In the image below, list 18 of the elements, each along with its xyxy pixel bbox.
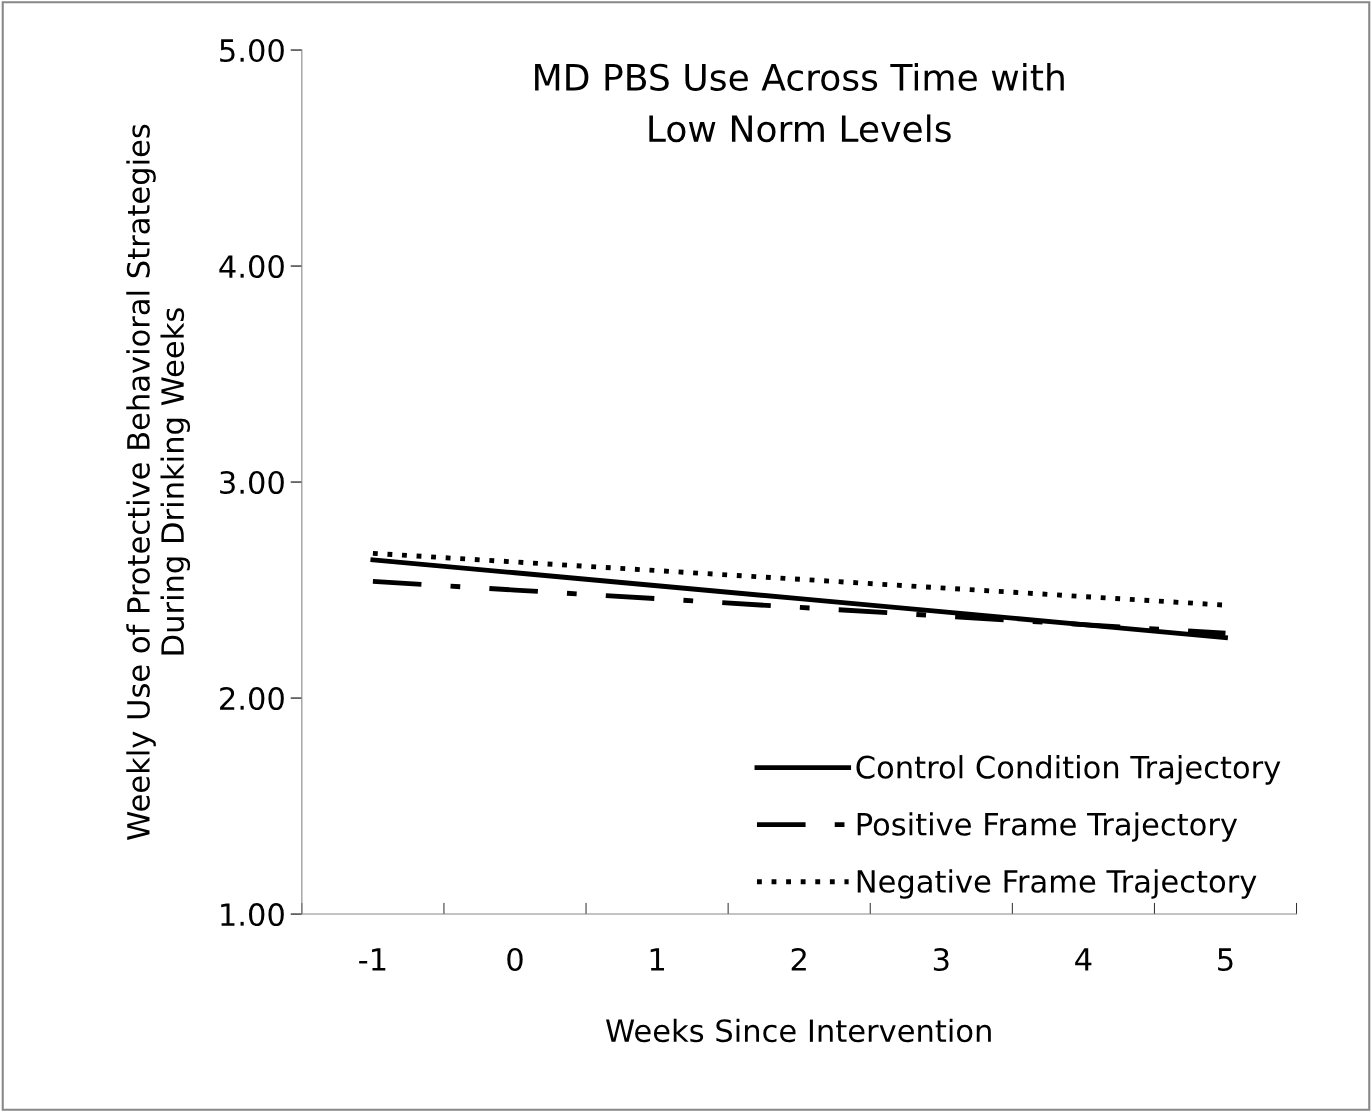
y-tick-label: 5.00 bbox=[220, 38, 284, 63]
y-tick-label: 2.00 bbox=[220, 686, 284, 711]
x-tick-label: 3 bbox=[933, 947, 949, 972]
y-tick-label: 1.00 bbox=[221, 902, 284, 927]
x-tick-label: 5 bbox=[1218, 948, 1233, 972]
x-tick-label: 4 bbox=[1075, 948, 1092, 971]
y-tick-label: 4.00 bbox=[219, 254, 284, 279]
x-tick-label: 1 bbox=[650, 948, 664, 971]
x-axis-title: Weeks Since Intervention bbox=[606, 1018, 991, 1043]
legend-label: Control Condition Trajectory bbox=[856, 755, 1281, 785]
x-tick-label: 0 bbox=[507, 947, 523, 972]
text: MD PBS Use Across Time with Low Norm Levels bbox=[535, 63, 1064, 143]
legend-label: Negative Frame Trajectory bbox=[857, 869, 1257, 899]
x-tick-label: -1 bbox=[359, 948, 386, 971]
legend-label: Positive Frame Trajectory bbox=[857, 812, 1238, 842]
y-axis-title: Weekly Use of Protective Behavioral Strategies During Drinking Weeks bbox=[126, 124, 191, 840]
y-tick-label: 3.00 bbox=[220, 470, 284, 495]
x-tick-label: 2 bbox=[791, 947, 806, 971]
